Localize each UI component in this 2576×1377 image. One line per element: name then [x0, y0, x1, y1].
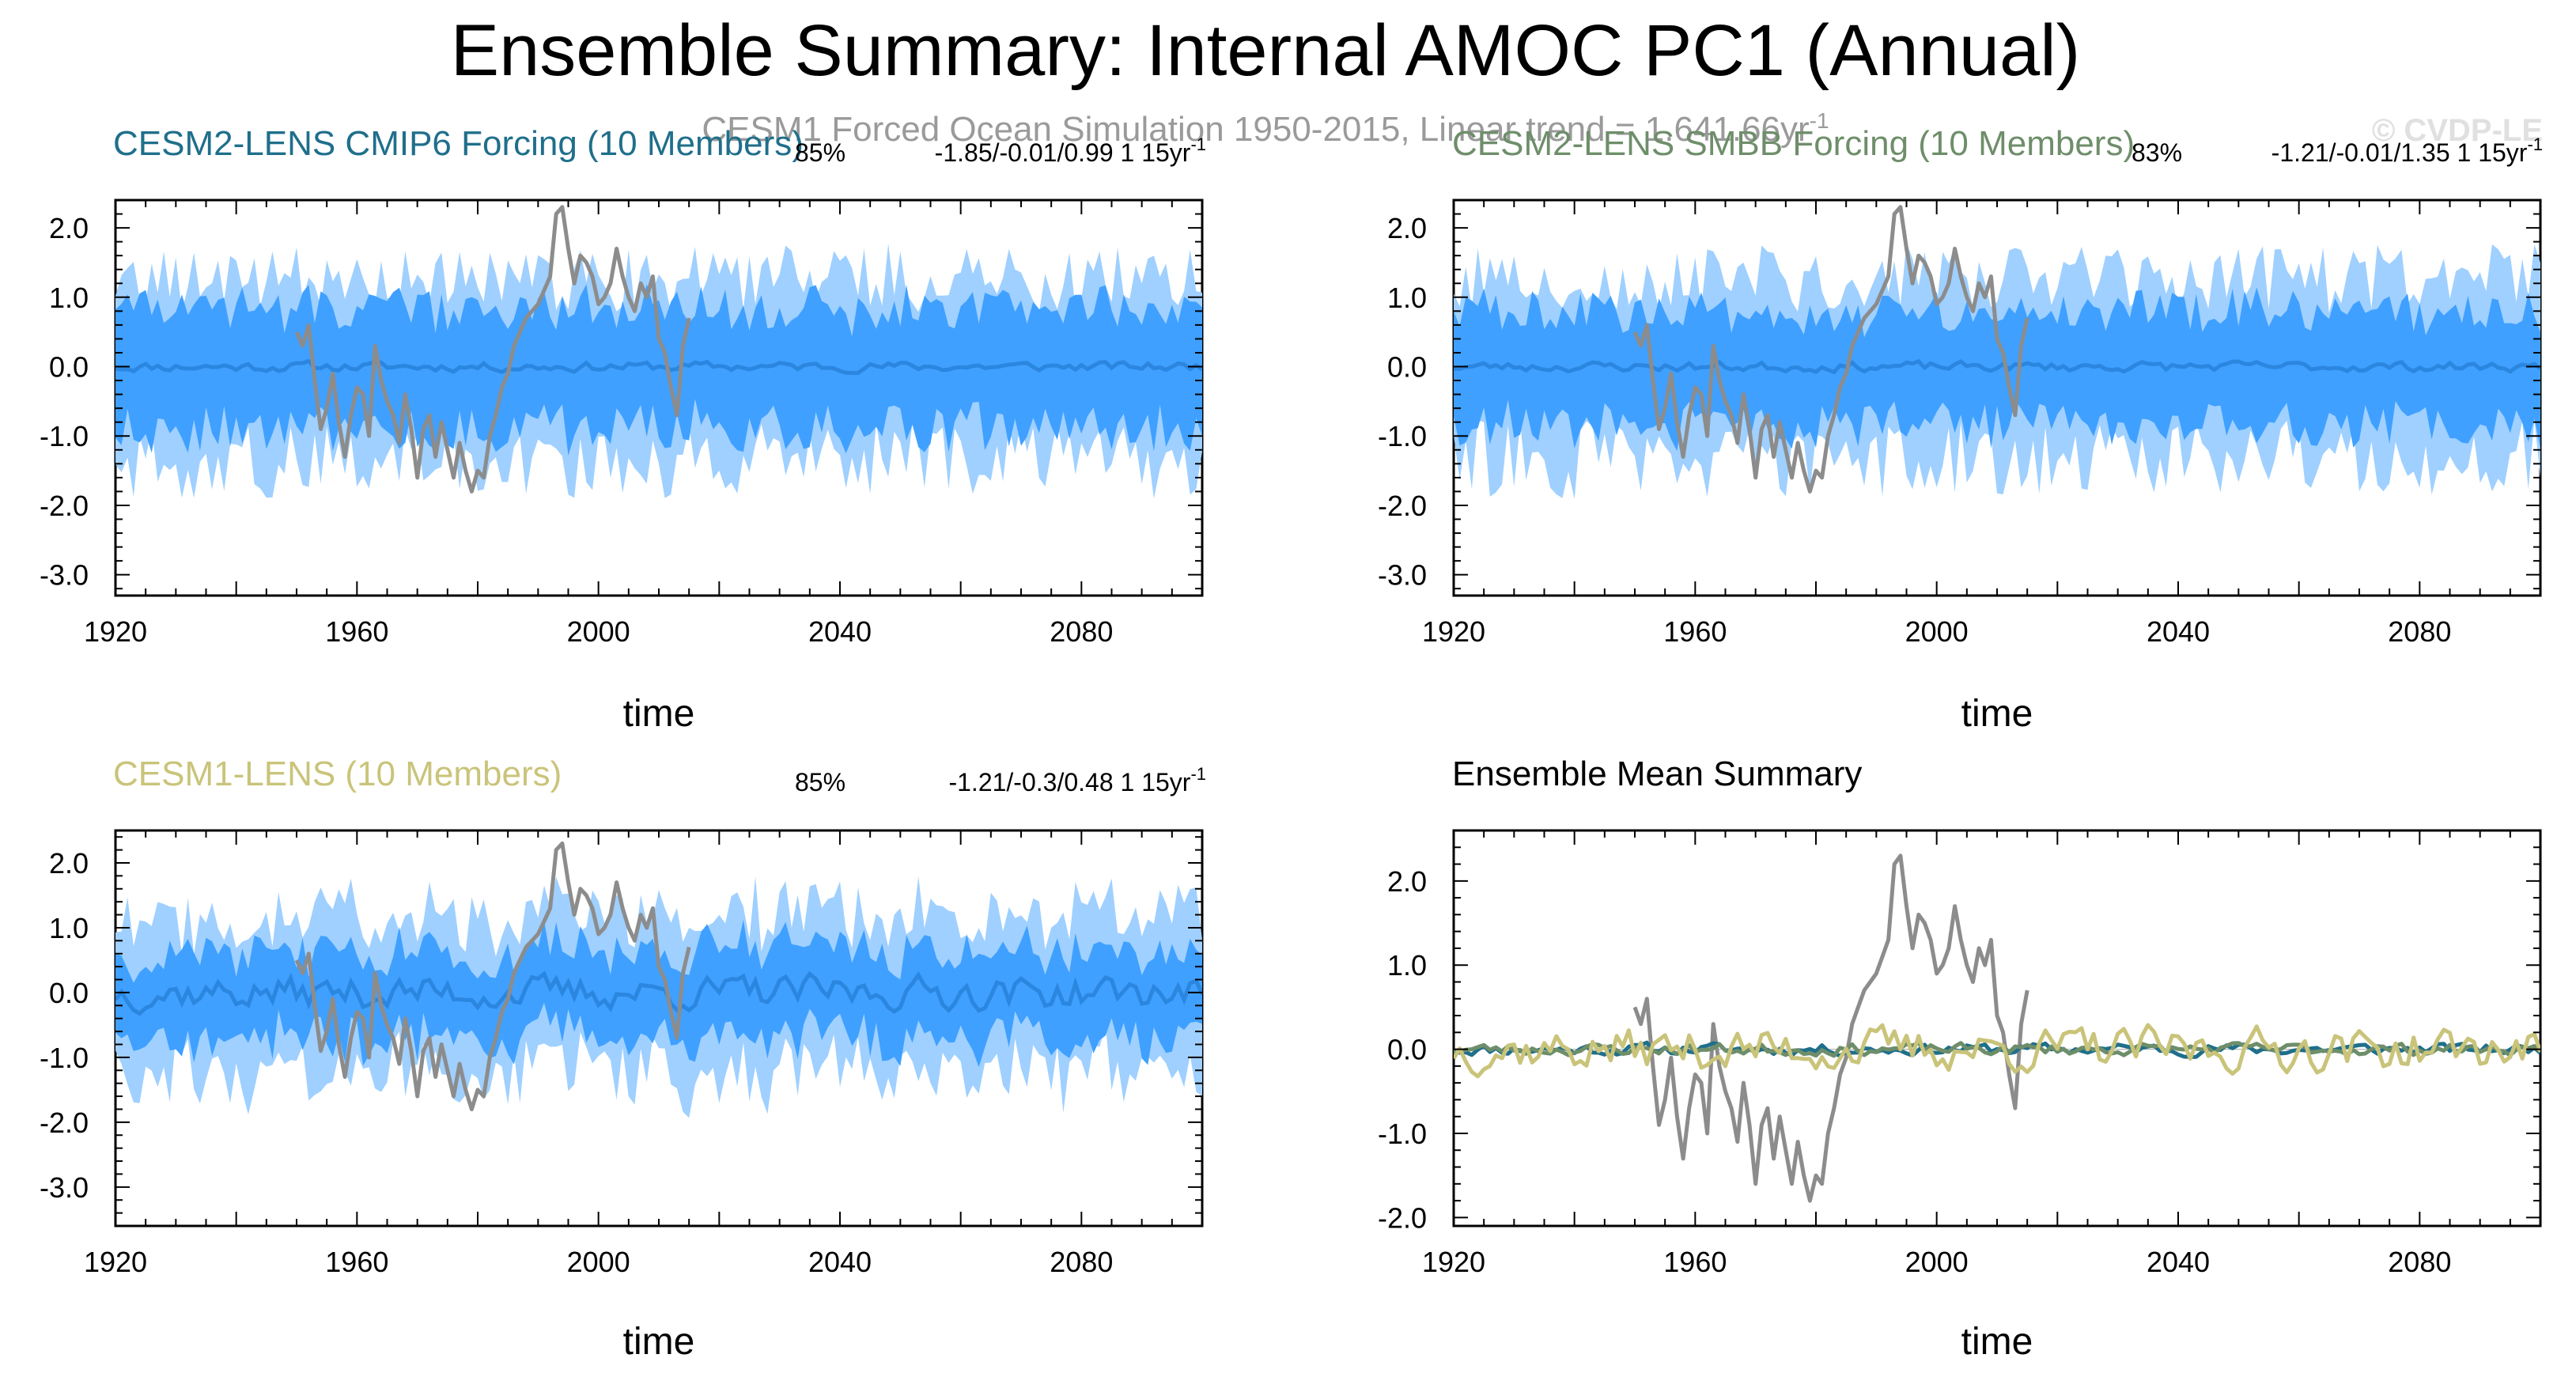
y-tick-label: 2.0	[1387, 212, 1427, 244]
x-tick-label: 2080	[2388, 615, 2451, 648]
x-tick-label: 1920	[1422, 1246, 1485, 1278]
figure-title: Ensemble Summary: Internal AMOC PC1 (Ann…	[451, 10, 2081, 91]
panel-percent: 85%	[795, 768, 845, 796]
x-tick-label: 1960	[1663, 1246, 1727, 1278]
observation-line	[294, 205, 691, 494]
panel-title: Ensemble Mean Summary	[1452, 755, 1862, 793]
panel-stats-text: -1.21/-0.01/1.35 1 15yr	[2271, 138, 2528, 167]
panel-stats: -1.21/-0.3/0.48 1 15yr-1	[948, 764, 1206, 796]
observation-line	[1632, 853, 2029, 1203]
axes: 1920 1960 2000 2040 2080 2.0 1.0 0.0 -1.0 -2.0	[1378, 830, 2541, 1278]
x-tick-label: 1920	[84, 615, 147, 648]
panel-cesm2-cmip6: CESM2-LENS CMIP6 Forcing (10 Members) 85…	[40, 124, 1206, 735]
observation-line	[294, 841, 691, 1111]
x-tick-label: 1960	[1663, 615, 1727, 648]
panel-ensemble-mean: Ensemble Mean Summary 1920 1960 2000 2040 20…	[1378, 755, 2542, 1363]
x-tick-label: 2080	[1050, 1246, 1113, 1278]
x-axis-label: time	[623, 1321, 695, 1363]
series-line-cesm1-lens	[1454, 1023, 2540, 1079]
panel-stats-sup: -1	[1190, 134, 1206, 154]
x-axis-label: time	[623, 693, 695, 735]
y-tick-label: 0.0	[1387, 1034, 1427, 1066]
plot-frame	[1452, 829, 2542, 1228]
y-tick-label: -2.0	[40, 490, 89, 522]
subtitle-text: CESM1 Forced Ocean Simulation 1950-2015,…	[702, 110, 1809, 149]
y-tick-label: -1.0	[1378, 1118, 1427, 1150]
axes: 1920 1960 2000 2040 2080 2.0 1.0 0.0 -1.0 -2.0 -3.…	[40, 830, 1203, 1278]
panel-stats-sup: -1	[1190, 764, 1206, 784]
x-tick-label: 1920	[84, 1246, 147, 1278]
x-axis-label: time	[1961, 693, 2033, 735]
panel-cesm1: CESM1-LENS (10 Members) 85% -1.21/-0.3/0…	[40, 755, 1206, 1363]
panel-percent: 85%	[795, 138, 845, 167]
x-tick-label: 2040	[808, 1246, 872, 1278]
x-tick-label: 1960	[325, 1246, 388, 1278]
x-tick-label: 1920	[1422, 615, 1485, 648]
y-tick-label: -2.0	[1378, 490, 1427, 522]
panel-cesm2-smbb: CESM2-LENS SMBB Forcing (10 Members) 83%…	[1378, 124, 2543, 735]
y-tick-label: 1.0	[49, 912, 89, 944]
x-tick-label: 2040	[2147, 1246, 2210, 1278]
plot-body	[1454, 205, 2540, 499]
x-tick-label: 2000	[1905, 615, 1969, 648]
y-tick-label: -2.0	[40, 1107, 89, 1139]
plot-body	[1454, 853, 2540, 1203]
plot-body	[115, 841, 1202, 1118]
observation-line	[1632, 205, 2029, 494]
x-tick-label: 2000	[567, 1246, 630, 1278]
y-tick-label: -1.0	[40, 420, 89, 452]
panel-title: CESM2-LENS SMBB Forcing (10 Members)	[1452, 124, 2135, 163]
y-tick-label: 0.0	[1387, 351, 1427, 384]
y-tick-label: -2.0	[1378, 1201, 1427, 1234]
subtitle-sup: -1	[1810, 108, 1829, 133]
y-tick-label: 2.0	[49, 847, 89, 880]
panel-stats-sup: -1	[2527, 134, 2543, 154]
y-tick-label: -3.0	[40, 1171, 89, 1204]
y-tick-label: -1.0	[1378, 420, 1427, 452]
ensemble-mean-line	[1454, 359, 2540, 375]
x-tick-label: 2040	[808, 615, 872, 648]
y-tick-label: 2.0	[1387, 865, 1427, 898]
x-tick-label: 2040	[2147, 615, 2210, 648]
ensemble-mean-line	[115, 970, 1202, 1016]
panel-title: CESM2-LENS CMIP6 Forcing (10 Members)	[113, 124, 804, 163]
panel-title: CESM1-LENS (10 Members)	[113, 755, 562, 793]
axes: 1920 1960 2000 2040 2080 2.0 1.0 0.0 -1.0 -2.0 -3.…	[40, 199, 1203, 648]
y-tick-label: -1.0	[40, 1042, 89, 1074]
y-tick-label: 2.0	[49, 212, 89, 244]
y-tick-label: 1.0	[49, 282, 89, 314]
spread-band-inner	[115, 920, 1202, 1068]
y-tick-label: -3.0	[40, 559, 89, 592]
y-tick-label: -3.0	[1378, 559, 1427, 592]
subtitle: CESM1 Forced Ocean Simulation 1950-2015,…	[702, 108, 1829, 149]
panel-stats-text: -1.85/-0.01/0.99 1 15yr	[935, 138, 1191, 167]
series-line-cesm2-lens-smbb-forcing	[1454, 1041, 2540, 1058]
y-tick-label: 1.0	[1387, 282, 1427, 314]
panel-stats-text: -1.21/-0.3/0.48 1 15yr	[948, 768, 1190, 796]
x-tick-label: 2080	[1050, 615, 1113, 648]
y-tick-label: 0.0	[49, 351, 89, 384]
panel-percent: 83%	[2132, 138, 2182, 167]
ensemble-mean-line	[115, 358, 1202, 376]
watermark: © CVDP-LE	[2372, 113, 2543, 148]
x-tick-label: 2080	[2388, 1246, 2451, 1278]
axes: 1920 1960 2000 2040 2080 2.0 1.0 0.0 -1.0 -2.0 -3.…	[1378, 199, 2541, 648]
y-tick-label: 0.0	[49, 977, 89, 1009]
panel-stats: -1.85/-0.01/0.99 1 15yr-1	[935, 134, 1206, 167]
x-tick-label: 1960	[325, 615, 388, 648]
x-axis-label: time	[1961, 1321, 2033, 1363]
y-tick-label: 1.0	[1387, 949, 1427, 982]
spread-band-inner	[115, 284, 1202, 456]
plot-body	[115, 205, 1202, 499]
panel-stats: -1.21/-0.01/1.35 1 15yr-1	[2271, 134, 2543, 167]
x-tick-label: 2000	[1905, 1246, 1969, 1278]
x-tick-label: 2000	[567, 615, 630, 648]
